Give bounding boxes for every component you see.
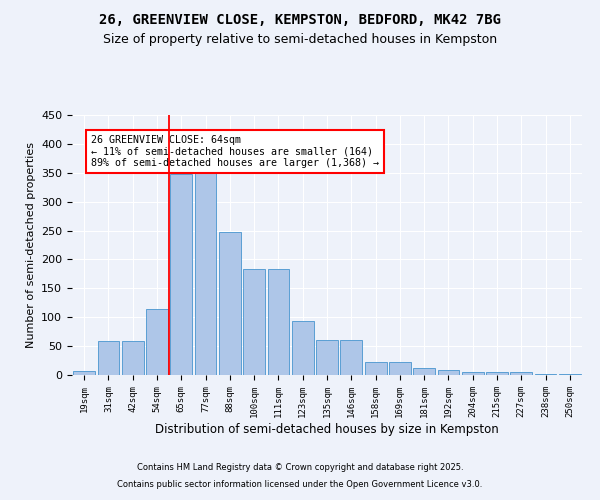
- Bar: [437, 370, 460, 375]
- Bar: [97, 342, 119, 375]
- Bar: [413, 368, 435, 375]
- Bar: [268, 270, 289, 375]
- Bar: [219, 232, 241, 375]
- Bar: [365, 362, 386, 375]
- Bar: [559, 374, 581, 375]
- Bar: [194, 158, 217, 375]
- X-axis label: Distribution of semi-detached houses by size in Kempston: Distribution of semi-detached houses by …: [155, 422, 499, 436]
- Bar: [292, 322, 314, 375]
- Bar: [462, 372, 484, 375]
- Text: 26 GREENVIEW CLOSE: 64sqm
← 11% of semi-detached houses are smaller (164)
89% of: 26 GREENVIEW CLOSE: 64sqm ← 11% of semi-…: [91, 135, 379, 168]
- Bar: [535, 374, 556, 375]
- Bar: [170, 174, 192, 375]
- Y-axis label: Number of semi-detached properties: Number of semi-detached properties: [26, 142, 35, 348]
- Bar: [316, 340, 338, 375]
- Bar: [146, 308, 168, 375]
- Text: Contains HM Land Registry data © Crown copyright and database right 2025.: Contains HM Land Registry data © Crown c…: [137, 464, 463, 472]
- Bar: [389, 362, 411, 375]
- Text: Size of property relative to semi-detached houses in Kempston: Size of property relative to semi-detach…: [103, 32, 497, 46]
- Bar: [511, 372, 532, 375]
- Bar: [73, 371, 95, 375]
- Bar: [122, 342, 143, 375]
- Text: Contains public sector information licensed under the Open Government Licence v3: Contains public sector information licen…: [118, 480, 482, 489]
- Bar: [486, 372, 508, 375]
- Bar: [243, 270, 265, 375]
- Text: 26, GREENVIEW CLOSE, KEMPSTON, BEDFORD, MK42 7BG: 26, GREENVIEW CLOSE, KEMPSTON, BEDFORD, …: [99, 12, 501, 26]
- Bar: [340, 340, 362, 375]
